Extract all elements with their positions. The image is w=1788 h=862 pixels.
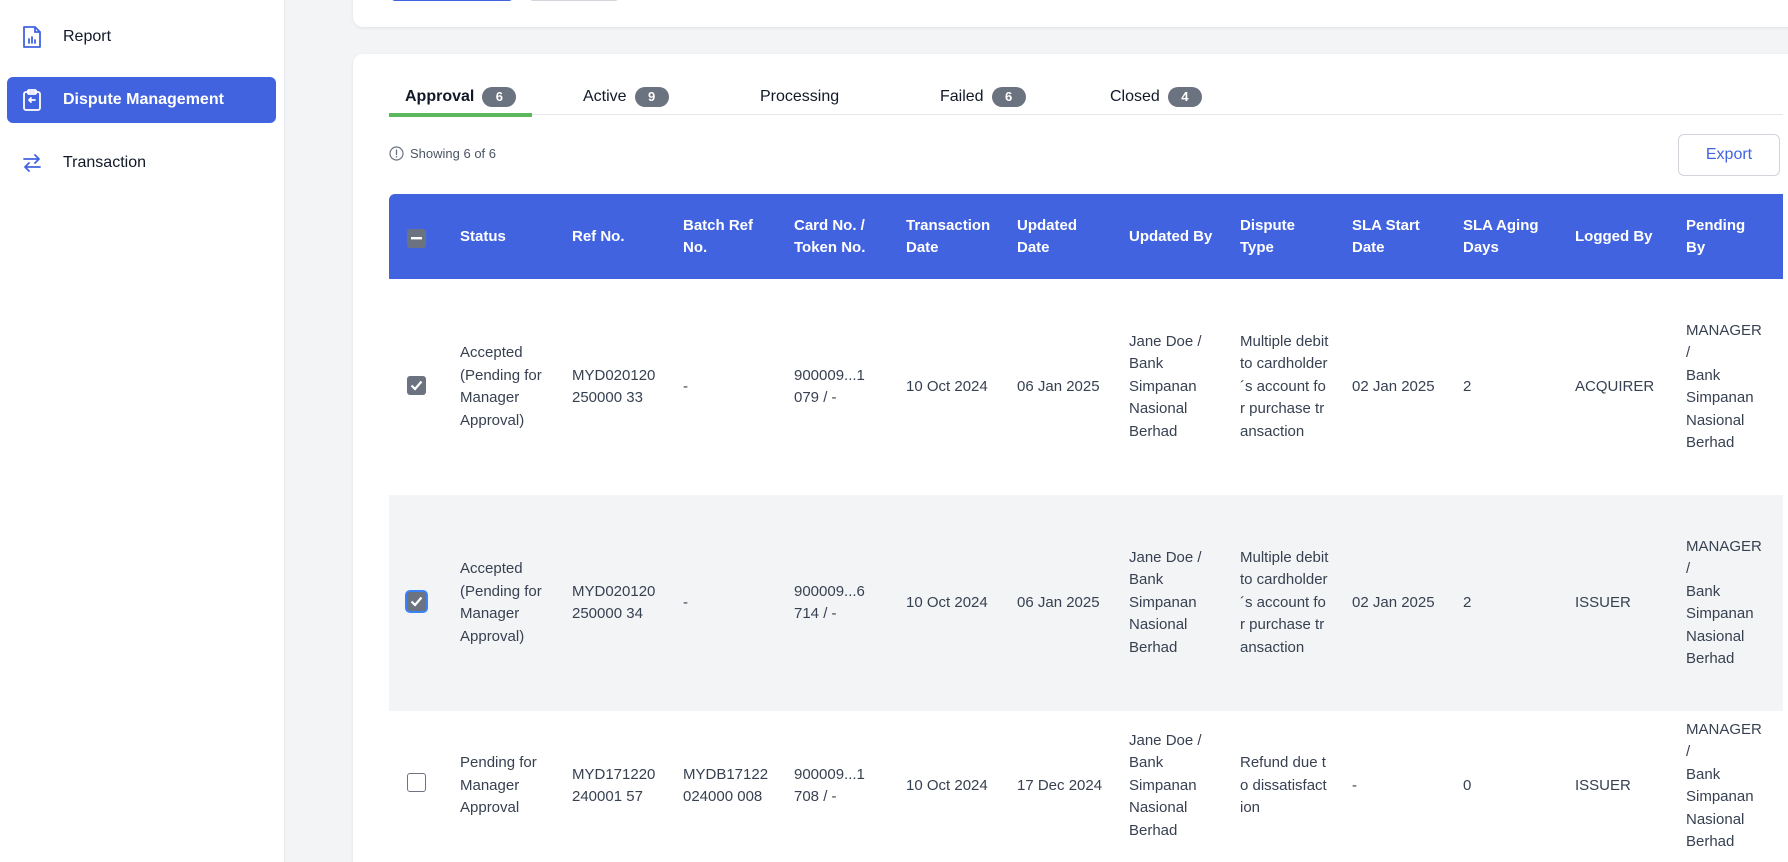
logged-by-cell: ISSUER [1561, 495, 1672, 711]
updated-by-cell: Jane Doe / Bank Simpanan Nasional Berhad [1115, 279, 1226, 495]
column-header-updated-date[interactable]: Updated Date [1003, 194, 1115, 279]
tab-label: Failed [940, 87, 984, 105]
table-row[interactable]: Pending for Manager Approval MYD17122024… [389, 711, 1783, 861]
count-badge: 4 [1167, 86, 1202, 107]
batch-ref-no-cell: - [669, 279, 780, 495]
card-no-cell: 900009...1 708 / - [780, 711, 892, 861]
tab-label: Processing [760, 87, 840, 105]
batch-ref-no-cell: - [669, 495, 780, 711]
tab-approval[interactable]: Approval 6 [389, 78, 533, 117]
logged-by-cell: ACQUIRER [1561, 279, 1672, 495]
tab-label: Active [583, 87, 627, 105]
info-icon [389, 146, 404, 161]
column-header-sla-aging-days[interactable]: SLA Aging Days [1449, 194, 1561, 279]
count-badge: 9 [634, 86, 669, 107]
ref-no-cell: MYD020120250000 33 [558, 279, 669, 495]
updated-by-cell: Jane Doe / Bank Simpanan Nasional Berhad [1115, 711, 1226, 861]
column-header-updated-by[interactable]: Updated By [1115, 194, 1226, 279]
logged-by-cell: ISSUER [1561, 711, 1672, 861]
reset-button[interactable] [529, 0, 619, 1]
transaction-date-cell: 10 Oct 2024 [892, 279, 1003, 495]
row-select-cell [389, 711, 446, 861]
transaction-date-cell: 10 Oct 2024 [892, 495, 1003, 711]
column-header-ref-no[interactable]: Ref No. [558, 194, 669, 279]
card-no-cell: 900009...1 079 / - [780, 279, 892, 495]
sla-aging-days-cell: 2 [1449, 495, 1561, 711]
select-all-checkbox[interactable] [407, 229, 426, 248]
dispute-type-cell: Refund due to dissatisfaction [1226, 711, 1338, 861]
column-header-pending-by[interactable]: Pending By [1672, 194, 1745, 279]
ref-no-cell: MYD171220240001 57 [558, 711, 669, 861]
ref-no-cell: MYD020120250000 34 [558, 495, 669, 711]
showing-text: Showing 6 of 6 [410, 146, 497, 161]
tab-active[interactable]: Active 9 [567, 78, 685, 115]
tab-closed[interactable]: Closed 4 [1094, 78, 1218, 115]
sla-start-date-cell: 02 Jan 2025 [1338, 495, 1449, 711]
tab-failed[interactable]: Failed 6 [924, 78, 1042, 115]
sidebar-item-label: Report [63, 28, 112, 45]
clipboard-icon [19, 87, 45, 113]
batch-ref-no-cell: MYDB17122024000 008 [669, 711, 780, 861]
result-count: Showing 6 of 6 [389, 146, 496, 161]
column-header-logged-by[interactable]: Logged By [1561, 194, 1672, 279]
row-checkbox[interactable] [407, 591, 426, 611]
dispute-table: Status Ref No. Batch Ref No. Card No. / … [389, 194, 1783, 861]
count-badge: 6 [991, 86, 1026, 107]
sla-aging-days-cell: 2 [1449, 279, 1561, 495]
column-header-sla-start-date[interactable]: SLA Start Date [1338, 194, 1449, 279]
header-spacer [1693, 194, 1783, 279]
status-tabs: Approval 6 Active 9 Processing Failed 6 … [389, 78, 1783, 117]
table-row[interactable]: Accepted (Pending for Manager Approval) … [389, 495, 1783, 711]
sla-start-date-cell: - [1338, 711, 1449, 861]
updated-by-cell: Jane Doe / Bank Simpanan Nasional Berhad [1115, 495, 1226, 711]
column-header-status[interactable]: Status [446, 194, 558, 279]
row-checkbox[interactable] [407, 772, 426, 792]
row-spacer [1693, 279, 1783, 495]
sidebar: Report Dispute Management Transaction [0, 0, 285, 862]
transaction-date-cell: 10 Oct 2024 [892, 711, 1003, 861]
tab-processing[interactable]: Processing [744, 78, 855, 115]
row-spacer [1693, 711, 1783, 861]
tab-label: Approval [405, 87, 475, 105]
tab-label: Closed [1110, 87, 1160, 105]
column-header-batch-ref-no[interactable]: Batch Ref No. [669, 194, 780, 279]
row-checkbox[interactable] [407, 375, 426, 395]
row-select-cell [389, 495, 446, 711]
arrows-swap-icon [19, 150, 45, 176]
filter-card [353, 0, 1788, 27]
table-header-row: Status Ref No. Batch Ref No. Card No. / … [389, 194, 1783, 279]
sidebar-item-dispute-management[interactable]: Dispute Management [7, 77, 276, 123]
search-button[interactable] [391, 0, 513, 1]
status-cell: Pending for Manager Approval [446, 711, 558, 861]
status-cell: Accepted (Pending for Manager Approval) [446, 279, 558, 495]
card-no-cell: 900009...6 714 / - [780, 495, 892, 711]
sidebar-item-transaction[interactable]: Transaction [7, 140, 276, 186]
column-header-card-no[interactable]: Card No. / Token No. [780, 194, 892, 279]
updated-date-cell: 06 Jan 2025 [1003, 495, 1115, 711]
status-cell: Accepted (Pending for Manager Approval) [446, 495, 558, 711]
sidebar-item-label: Dispute Management [63, 91, 224, 108]
export-button[interactable]: Export [1678, 134, 1780, 176]
sla-aging-days-cell: 0 [1449, 711, 1561, 861]
dispute-type-cell: Multiple debit to cardholder´s account f… [1226, 279, 1338, 495]
count-badge: 6 [482, 86, 517, 107]
column-header-transaction-date[interactable]: Transaction Date [892, 194, 1003, 279]
select-all-cell [389, 194, 446, 279]
dispute-list-card: Approval 6 Active 9 Processing Failed 6 … [353, 54, 1788, 862]
column-header-dispute-type[interactable]: Dispute Type [1226, 194, 1338, 279]
pending-by-cell: MANAGER / Bank Simpanan Nasional Berhad [1672, 495, 1762, 711]
pending-by-cell: MANAGER / Bank Simpanan Nasional Berhad [1672, 711, 1762, 861]
sidebar-item-report[interactable]: Report [7, 14, 276, 60]
report-icon [19, 24, 45, 50]
row-spacer [1693, 495, 1783, 711]
pending-by-cell: MANAGER / Bank Simpanan Nasional Berhad [1672, 279, 1762, 495]
updated-date-cell: 17 Dec 2024 [1003, 711, 1115, 861]
sla-start-date-cell: 02 Jan 2025 [1338, 279, 1449, 495]
row-select-cell [389, 279, 446, 495]
table-row[interactable]: Accepted (Pending for Manager Approval) … [389, 279, 1783, 495]
sidebar-item-label: Transaction [63, 154, 146, 171]
updated-date-cell: 06 Jan 2025 [1003, 279, 1115, 495]
dispute-type-cell: Multiple debit to cardholder´s account f… [1226, 495, 1338, 711]
